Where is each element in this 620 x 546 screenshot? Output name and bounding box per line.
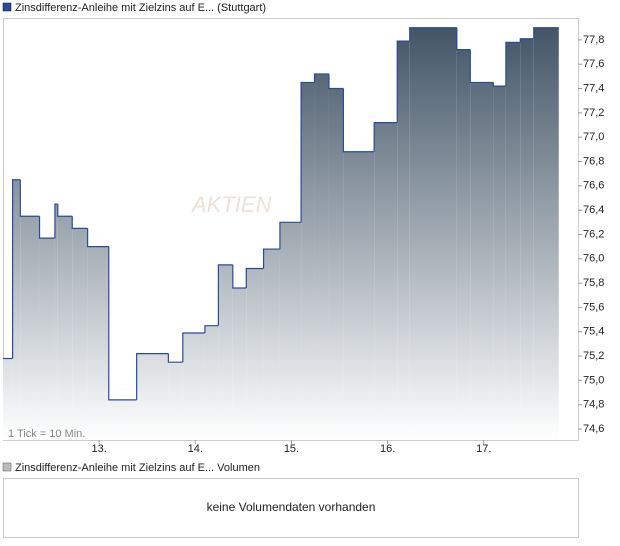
- area-step: [263, 249, 280, 440]
- y-tick-label: 76,0: [583, 253, 604, 265]
- step-line: [217, 264, 233, 326]
- step-line: [300, 81, 315, 223]
- area-step: [136, 353, 169, 440]
- step-line: [373, 121, 398, 152]
- area-step: [57, 216, 73, 440]
- step-line: [492, 82, 506, 87]
- step-line: [262, 248, 280, 269]
- area-step: [314, 73, 329, 441]
- y-tick-label: 74,6: [583, 423, 604, 435]
- y-tick-label: 75,2: [583, 350, 604, 362]
- step-line: [12, 179, 21, 359]
- step-line: [57, 204, 73, 217]
- step-line: [456, 27, 471, 51]
- legend-swatch: [2, 2, 12, 12]
- area-step: [493, 86, 506, 440]
- y-tick-label: 75,6: [583, 301, 604, 313]
- step-line: [19, 179, 40, 217]
- area-step: [301, 82, 315, 441]
- area-step: [20, 216, 40, 440]
- y-tick-label: 77,6: [583, 58, 604, 70]
- area-step: [3, 358, 13, 440]
- volume-frame: [3, 478, 579, 538]
- area-step: [279, 222, 302, 440]
- area-step: [204, 325, 219, 440]
- y-tick-label: 77,8: [583, 34, 604, 46]
- step-line: [313, 73, 329, 83]
- step-line: [328, 73, 344, 90]
- step-line: [396, 40, 410, 123]
- y-tick-label: 77,4: [583, 82, 604, 94]
- step-line: [409, 27, 457, 42]
- step-line: [87, 228, 109, 248]
- tick-note: 1 Tick = 10 Min.: [8, 428, 85, 440]
- x-tick-label: 16.: [380, 443, 395, 455]
- area-step: [533, 27, 559, 441]
- area-step: [54, 204, 58, 440]
- step-line: [71, 216, 88, 229]
- step-line: [505, 41, 521, 87]
- y-tick-label: 76,4: [583, 204, 604, 216]
- area-step: [39, 238, 55, 440]
- area-step: [246, 268, 264, 440]
- area-step: [218, 264, 233, 440]
- area-step: [505, 42, 521, 441]
- step-line: [54, 203, 58, 239]
- area-step: [520, 38, 534, 441]
- step-line: [232, 264, 247, 289]
- area-step: [182, 332, 205, 440]
- area-step: [397, 41, 410, 440]
- y-tick-label: 75,8: [583, 277, 604, 289]
- watermark: AKTIEN: [190, 192, 272, 217]
- legend-label: Zinsdifferenz-Anleihe mit Zielzins auf E…: [15, 2, 266, 14]
- area-step: [87, 246, 109, 440]
- area-step: [168, 362, 183, 440]
- y-tick-label: 77,0: [583, 131, 604, 143]
- step-line: [167, 353, 183, 363]
- area-step: [108, 399, 137, 440]
- volume-message: keine Volumendaten vorhanden: [207, 500, 376, 514]
- x-tick-label: 15.: [284, 443, 299, 455]
- volume-legend-label: Zinsdifferenz-Anleihe mit Zielzins auf E…: [15, 462, 260, 474]
- area-step: [343, 151, 375, 441]
- area-step: [374, 122, 398, 441]
- step-line: [108, 246, 137, 401]
- y-tick-label: 76,6: [583, 180, 604, 192]
- area-step: [12, 179, 21, 440]
- y-tick-label: 75,0: [583, 374, 604, 386]
- step-line: [38, 216, 55, 239]
- x-tick-label: 14.: [188, 443, 203, 455]
- step-line: [182, 332, 205, 363]
- area-step: [72, 228, 88, 440]
- step-line: [342, 88, 375, 153]
- volume-legend-swatch: [2, 462, 12, 472]
- y-tick-label: 75,4: [583, 326, 604, 338]
- y-tick-label: 76,8: [583, 155, 604, 167]
- step-line: [204, 325, 219, 333]
- step-line: [533, 27, 559, 39]
- y-tick-label: 74,8: [583, 399, 604, 411]
- area-step: [409, 27, 457, 441]
- step-line: [469, 49, 494, 84]
- step-line: [245, 267, 264, 288]
- y-tick-label: 77,2: [583, 107, 604, 119]
- step-line: [279, 221, 302, 250]
- x-tick-label: 13.: [92, 443, 107, 455]
- step-line: [136, 353, 169, 400]
- step-line: [519, 38, 534, 43]
- area-step: [470, 82, 494, 441]
- area-step: [456, 49, 471, 440]
- y-tick-label: 76,2: [583, 228, 604, 240]
- area-step: [328, 88, 344, 441]
- x-tick-label: 17.: [476, 443, 491, 455]
- area-step: [232, 287, 247, 440]
